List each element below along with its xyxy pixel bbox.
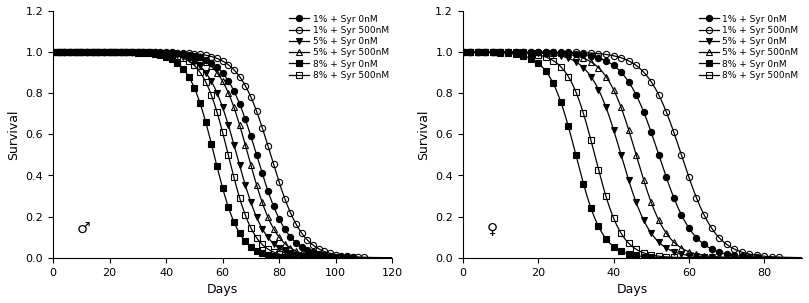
- Y-axis label: Survival: Survival: [7, 109, 20, 160]
- Legend: 1% + Syr 0nM, 1% + Syr 500nM, 5% + Syr 0nM, 5% + Syr 500nM, 8% + Syr 0nM, 8% + S: 1% + Syr 0nM, 1% + Syr 500nM, 5% + Syr 0…: [698, 14, 799, 81]
- Text: ♀: ♀: [486, 221, 498, 236]
- Y-axis label: Survival: Survival: [417, 109, 430, 160]
- Text: ♂: ♂: [77, 221, 91, 236]
- X-axis label: Days: Days: [616, 283, 648, 296]
- X-axis label: Days: Days: [207, 283, 238, 296]
- Legend: 1% + Syr 0nM, 1% + Syr 500nM, 5% + Syr 0nM, 5% + Syr 500nM, 8% + Syr 0nM, 8% + S: 1% + Syr 0nM, 1% + Syr 500nM, 5% + Syr 0…: [288, 14, 390, 81]
